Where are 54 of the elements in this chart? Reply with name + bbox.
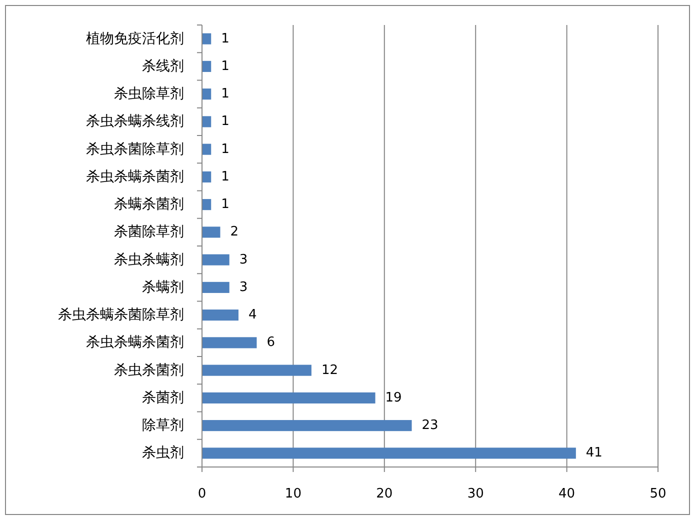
x-tick-label: 30	[467, 486, 484, 502]
y-tick-label: 杀虫杀螨杀菌剂	[86, 334, 184, 351]
y-tick-label: 杀虫杀螨杀菌剂	[86, 168, 184, 185]
data-label: 1	[221, 31, 230, 46]
bar	[202, 144, 212, 155]
bar	[202, 310, 238, 321]
x-tick-label: 40	[558, 486, 576, 502]
data-label: 6	[266, 335, 275, 350]
y-tick-label: 杀虫杀螨杀菌除草剂	[58, 307, 184, 324]
bar	[202, 392, 376, 404]
bar	[202, 254, 230, 266]
y-tick-label: 杀虫杀螨剂	[114, 252, 184, 268]
bar	[202, 88, 212, 100]
bar	[202, 337, 257, 348]
data-label: 19	[385, 390, 402, 406]
bar	[202, 364, 312, 376]
data-label: 1	[221, 169, 230, 184]
data-label: 23	[422, 418, 438, 434]
x-tick-label: 20	[376, 486, 393, 502]
y-tick-label: 杀虫除草剂	[114, 86, 184, 102]
data-label: 1	[221, 86, 230, 102]
y-tick-label: 杀虫杀螨杀线剂	[86, 114, 184, 130]
bar	[202, 226, 220, 238]
data-label: 1	[221, 142, 230, 157]
y-tick-label: 杀虫杀菌剂	[114, 362, 184, 378]
y-tick-label: 植物免疫活化剂	[86, 30, 184, 47]
y-tick-label: 杀菌剂	[142, 390, 184, 406]
data-label: 41	[586, 446, 602, 461]
y-tick-label: 杀虫剂	[142, 445, 184, 462]
data-label: 1	[221, 114, 230, 130]
data-label: 1	[221, 58, 230, 74]
data-label: 2	[230, 224, 239, 240]
data-label: 3	[239, 280, 248, 295]
y-tick-label: 杀线剂	[142, 58, 184, 74]
y-tick-label: 杀螨剂	[142, 279, 184, 296]
x-tick-label: 10	[284, 486, 302, 502]
bar	[202, 116, 212, 128]
bar	[202, 33, 212, 44]
data-label: 1	[221, 197, 230, 212]
data-label: 4	[248, 308, 257, 323]
y-tick-label: 除草剂	[142, 418, 184, 434]
data-label: 3	[239, 252, 248, 268]
bar	[202, 60, 212, 72]
bar	[202, 282, 230, 293]
y-tick-label: 杀虫杀菌除草剂	[86, 141, 184, 158]
x-tick-label: 0	[198, 486, 206, 502]
data-label: 12	[321, 362, 338, 378]
bar	[202, 199, 212, 210]
y-tick-label: 杀螨杀菌剂	[114, 196, 184, 213]
x-tick-label: 50	[650, 486, 666, 502]
bar	[202, 448, 576, 459]
bar	[202, 171, 212, 182]
y-tick-label: 杀菌除草剂	[114, 224, 184, 240]
bar	[202, 420, 412, 432]
